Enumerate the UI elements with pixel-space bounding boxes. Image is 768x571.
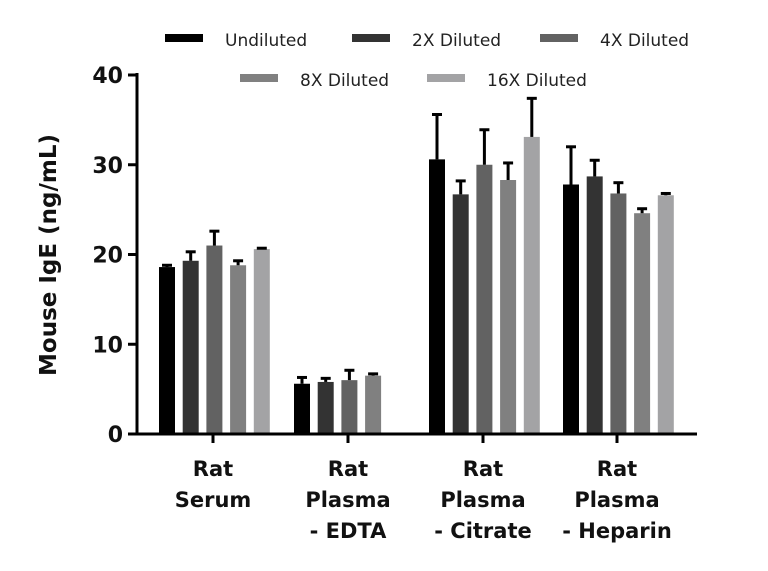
legend: Undiluted 2X Diluted 4X Diluted 8X Diluted 1… (165, 31, 689, 91)
x-tick-label: - Citrate (434, 519, 531, 543)
bars (159, 96, 674, 435)
x-tick-label: Rat (328, 457, 368, 481)
x-tick-label: Rat (193, 457, 233, 481)
legend-swatch (165, 34, 203, 42)
bar (476, 164, 493, 434)
legend-swatch (427, 74, 465, 82)
y-tick-label: 40 (92, 64, 123, 89)
bar (365, 375, 382, 434)
legend-swatch (240, 74, 278, 82)
y-tick-label: 10 (92, 333, 123, 358)
legend-swatch (352, 34, 390, 42)
x-tick-label: Plasma (305, 488, 390, 512)
x-tick-label: Plasma (574, 488, 659, 512)
y-axis-label: Mouse IgE (ng/mL) (36, 134, 62, 376)
bar (206, 245, 223, 434)
legend-label: Undiluted (225, 31, 307, 51)
y-tick-label: 30 (92, 154, 123, 179)
bar (294, 383, 310, 434)
bar (341, 380, 358, 434)
x-tick-label: Plasma (440, 488, 525, 512)
x-tick-label: Rat (597, 457, 637, 481)
legend-label: 4X Diluted (600, 31, 689, 51)
bar (452, 194, 469, 434)
bar (253, 249, 270, 434)
bar (634, 213, 651, 434)
legend-label: 8X Diluted (300, 71, 389, 91)
bar (230, 265, 247, 434)
x-tick-label: - EDTA (310, 519, 387, 543)
x-tick-label: Rat (463, 457, 503, 481)
legend-label: 16X Diluted (487, 71, 587, 91)
legend-swatch (540, 34, 578, 42)
y-tick-label: 20 (92, 244, 123, 269)
bar (317, 381, 334, 434)
bar (586, 176, 603, 435)
bar (429, 159, 445, 435)
axes: 0 10 20 30 40 Rat Serum Rat Plasma - EDTA Rat Plasm… (92, 64, 697, 543)
bar (500, 180, 517, 434)
y-tick-label: 0 (108, 423, 123, 448)
bar (657, 195, 674, 434)
bar (563, 184, 579, 434)
bar (523, 136, 540, 435)
bar (182, 260, 199, 434)
bar (159, 267, 175, 434)
bar (610, 193, 627, 434)
x-tick-label: - Heparin (562, 519, 672, 543)
x-tick-label: Serum (175, 488, 252, 512)
legend-label: 2X Diluted (412, 31, 501, 51)
